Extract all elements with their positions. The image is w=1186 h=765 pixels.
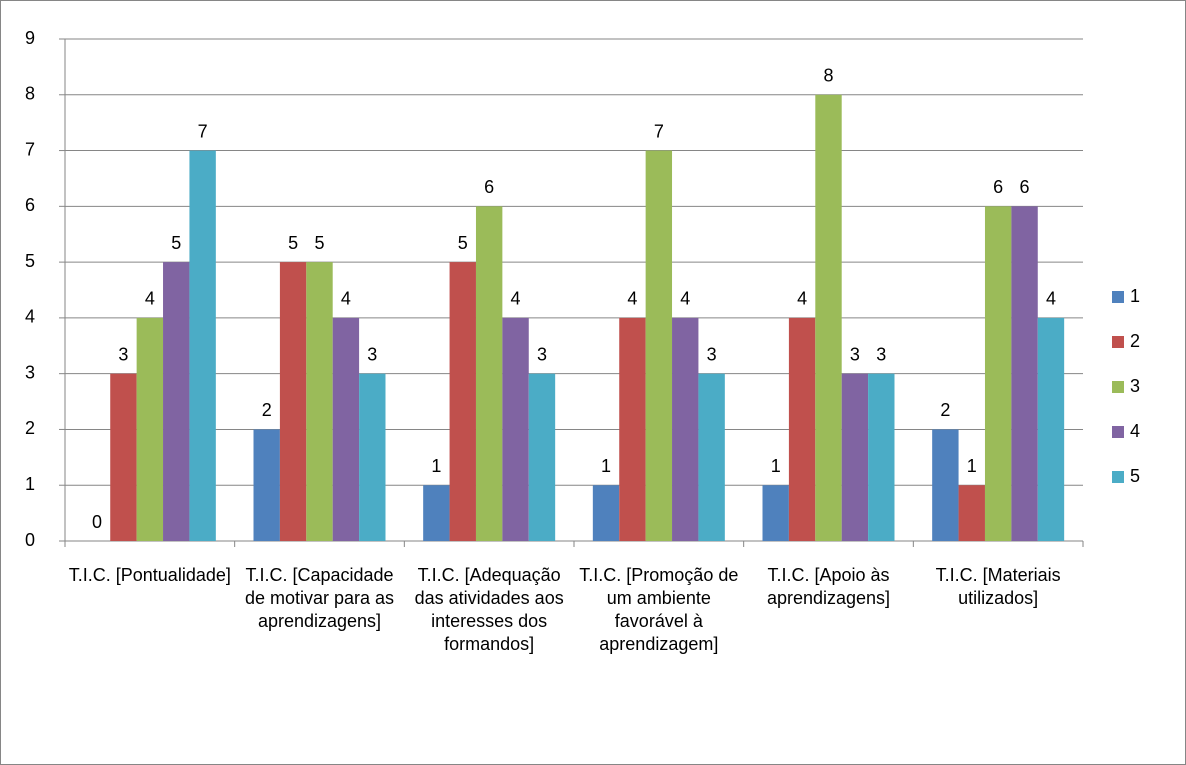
bar <box>279 262 307 541</box>
bar <box>253 429 280 541</box>
legend-label: 4 <box>1130 421 1140 441</box>
data-label: 3 <box>707 344 717 364</box>
data-label: 3 <box>850 344 860 364</box>
data-label: 8 <box>823 66 833 86</box>
data-label: 1 <box>601 456 611 476</box>
y-tick-label: 0 <box>25 530 35 550</box>
bar <box>762 485 789 541</box>
bar <box>423 485 450 541</box>
data-label: 4 <box>1046 289 1056 309</box>
legend-label: 1 <box>1130 286 1140 306</box>
bar <box>189 150 216 542</box>
data-label: 1 <box>771 456 781 476</box>
bar <box>449 262 476 541</box>
y-tick-label: 5 <box>25 251 35 271</box>
x-tick-label: T.I.C. [Pontualidade] <box>69 565 231 585</box>
y-tick-label: 3 <box>25 362 35 382</box>
legend-swatch <box>1112 471 1124 483</box>
bar <box>841 373 869 541</box>
data-label: 1 <box>431 456 441 476</box>
legend-label: 3 <box>1130 376 1140 396</box>
y-tick-label: 1 <box>25 474 35 494</box>
bar <box>136 317 164 541</box>
data-label: 6 <box>993 177 1003 197</box>
bar <box>815 94 842 542</box>
y-tick-label: 2 <box>25 418 35 438</box>
data-label: 3 <box>367 344 377 364</box>
bar <box>672 317 699 541</box>
bar <box>619 317 646 541</box>
bar <box>306 262 333 541</box>
data-label: 0 <box>92 512 102 532</box>
bar <box>932 429 959 541</box>
bar <box>868 373 895 541</box>
bar <box>984 206 1012 542</box>
data-label: 7 <box>198 121 208 141</box>
legend-swatch <box>1112 336 1124 348</box>
data-label: 4 <box>797 289 807 309</box>
legend-swatch <box>1112 291 1124 303</box>
data-label: 2 <box>262 400 272 420</box>
data-label: 1 <box>967 456 977 476</box>
x-tick-label: T.I.C. [Promoção de um ambiente favorável … <box>579 565 738 654</box>
data-label: 4 <box>627 289 637 309</box>
data-label: 3 <box>118 344 128 364</box>
x-tick-label: T.I.C. [Adequação das atividades aos inter… <box>415 565 564 654</box>
data-label: 5 <box>458 233 468 253</box>
x-tick-label: T.I.C. [Materiais utilizados] <box>936 565 1061 608</box>
x-tick-label: T.I.C. [Apoio às aprendizagens] <box>767 565 890 608</box>
bar <box>163 262 190 541</box>
bar <box>528 373 556 541</box>
legend-swatch <box>1112 426 1124 438</box>
bar <box>592 485 620 541</box>
bar <box>698 373 725 541</box>
data-label: 4 <box>680 289 690 309</box>
data-label: 3 <box>876 344 886 364</box>
legend-label: 5 <box>1130 466 1140 486</box>
data-label: 5 <box>171 233 181 253</box>
data-label: 4 <box>511 289 521 309</box>
bar <box>1037 317 1065 541</box>
data-label: 2 <box>940 400 950 420</box>
y-tick-label: 4 <box>25 307 35 327</box>
data-label: 3 <box>537 344 547 364</box>
y-tick-label: 6 <box>25 195 35 215</box>
bar <box>645 150 673 542</box>
x-tick-label: T.I.C. [Capacidade de motivar para as apre… <box>245 565 394 631</box>
data-label: 5 <box>288 233 298 253</box>
y-tick-label: 8 <box>25 84 35 104</box>
bar <box>110 373 137 541</box>
bar <box>475 206 503 542</box>
legend-swatch <box>1112 381 1124 393</box>
bar <box>1011 206 1038 542</box>
bar <box>958 485 985 541</box>
legend-label: 2 <box>1130 331 1140 351</box>
bar <box>332 317 360 541</box>
data-label: 7 <box>654 121 664 141</box>
bar <box>502 317 529 541</box>
bar <box>359 373 386 541</box>
data-label: 4 <box>145 289 155 309</box>
y-tick-label: 7 <box>25 139 35 159</box>
data-label: 6 <box>484 177 494 197</box>
data-label: 4 <box>341 289 351 309</box>
data-label: 6 <box>1020 177 1030 197</box>
bar <box>788 317 816 541</box>
y-tick-label: 9 <box>25 28 35 48</box>
data-label: 5 <box>314 233 324 253</box>
